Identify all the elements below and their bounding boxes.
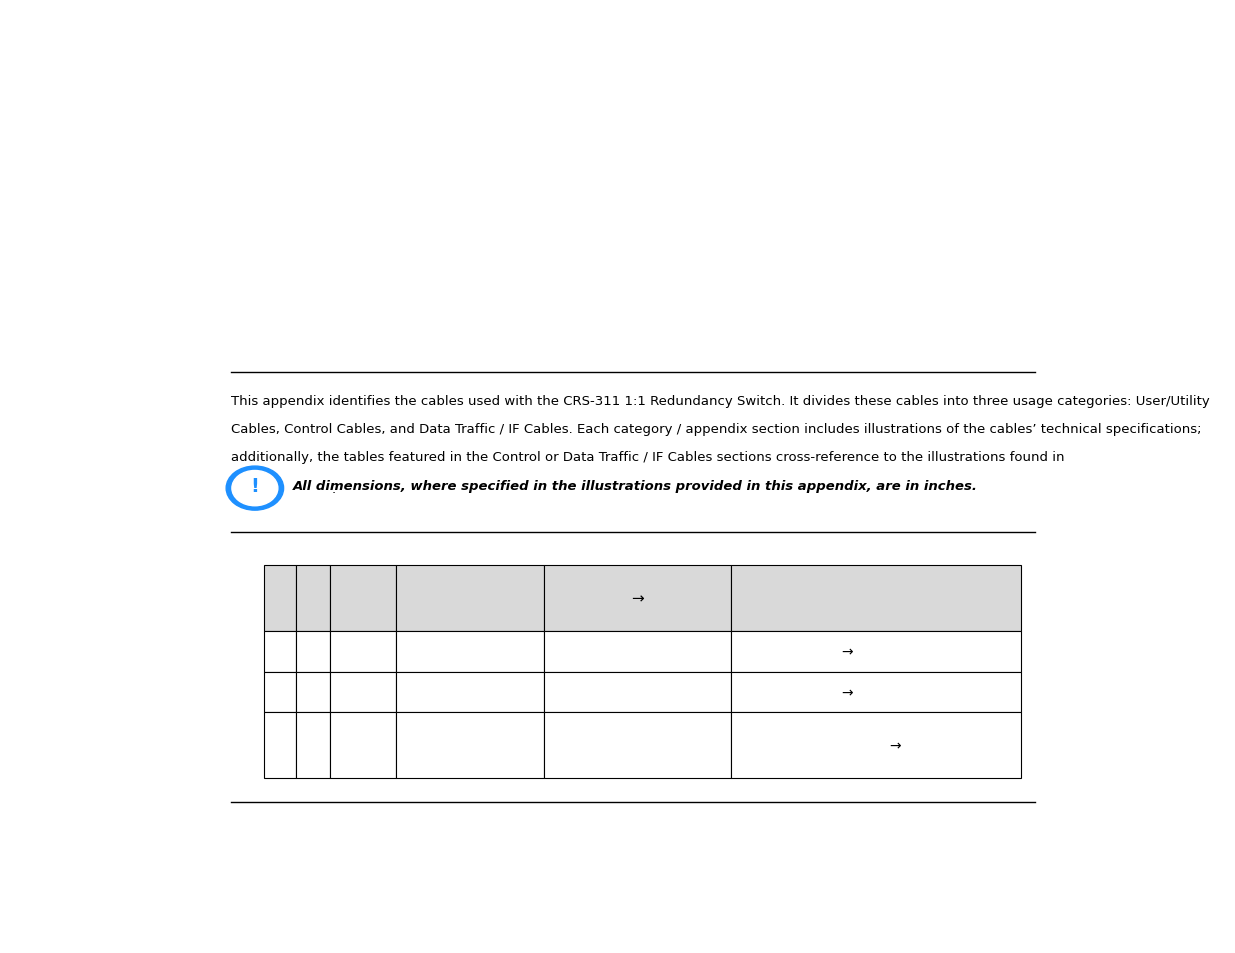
Bar: [296, 632, 331, 672]
Bar: [731, 632, 1020, 672]
Text: .: .: [331, 482, 336, 495]
Text: Cables, Control Cables, and Data Traffic / IF Cables. Each category / appendix s: Cables, Control Cables, and Data Traffic…: [231, 422, 1202, 436]
Bar: [296, 672, 331, 713]
Text: All dimensions, where specified in the illustrations provided in this appendix, : All dimensions, where specified in the i…: [293, 480, 978, 493]
Bar: [331, 632, 395, 672]
Text: →: →: [889, 739, 900, 753]
Bar: [543, 632, 731, 672]
Circle shape: [232, 471, 278, 506]
Bar: [543, 713, 731, 779]
Bar: [331, 672, 395, 713]
Bar: [264, 713, 296, 779]
Bar: [395, 713, 543, 779]
Text: →: →: [841, 645, 852, 659]
Text: This appendix identifies the cables used with the CRS-311 1:1 Redundancy Switch.: This appendix identifies the cables used…: [231, 395, 1210, 408]
Bar: [395, 672, 543, 713]
Bar: [395, 632, 543, 672]
Bar: [543, 672, 731, 713]
Bar: [731, 566, 1020, 632]
Bar: [331, 566, 395, 632]
Text: additionally, the tables featured in the Control or Data Traffic / IF Cables sec: additionally, the tables featured in the…: [231, 451, 1065, 463]
Bar: [395, 566, 543, 632]
Text: →: →: [631, 591, 643, 606]
Bar: [543, 566, 731, 632]
Bar: [331, 713, 395, 779]
Bar: [296, 713, 331, 779]
Text: !: !: [251, 476, 259, 496]
Bar: [296, 566, 331, 632]
Bar: [731, 713, 1020, 779]
Bar: [264, 672, 296, 713]
Circle shape: [226, 467, 284, 511]
Bar: [264, 566, 296, 632]
Bar: [731, 672, 1020, 713]
Bar: [264, 632, 296, 672]
Text: →: →: [841, 685, 852, 700]
